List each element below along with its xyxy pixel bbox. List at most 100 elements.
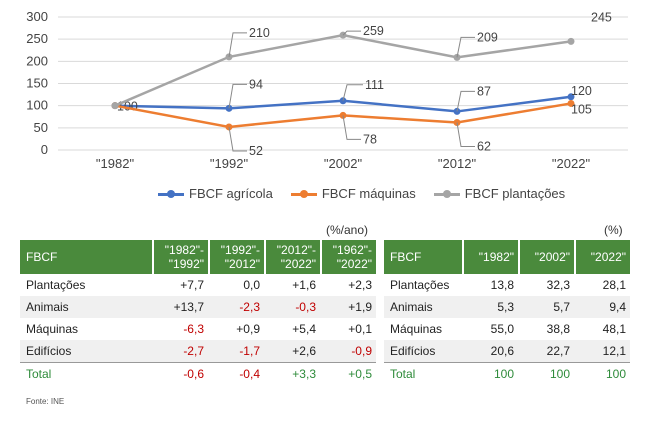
data-point [111,102,119,110]
legend-swatch-maquinas [290,189,317,199]
table-cell: 5,7 [518,296,574,318]
table-row: Animais 5,3 5,7 9,4 [384,296,630,318]
data-label: 120 [571,84,592,98]
table-header-row: FBCF "1982" "2002" "2022" [384,240,630,274]
table-cell: 32,3 [546,278,570,292]
table-cell: -0,6 [152,362,208,385]
label-connector [228,126,247,152]
table-cell: +2,3 [348,278,372,292]
data-label: 78 [363,132,377,146]
series-line [114,33,572,107]
table-cell: 100 [574,362,630,385]
row-label: Plantações [390,278,450,292]
growth-rate-table: FBCF "1982"- "1992" "1992"- "2012" "2012"- … [20,240,376,385]
line-chart: 0 50 100 150 200 250 300 "1982" "1992" "2002" "201… [26,9,628,171]
legend-label: FBCF máquinas [321,186,416,201]
table-cell: -2,3 [208,296,264,318]
data-label: 210 [249,26,270,40]
data-label: 209 [477,30,498,44]
table-row: Total 100 100 100 [384,362,630,385]
table-cell: -0,4 [208,362,264,385]
chart-legend: FBCF agrícola FBCF máquinas FBCF plantaç… [158,186,565,201]
label-connector [342,115,361,140]
table-row: Plantações +7,7 0,0 +1,6 +2,3 [20,274,376,296]
y-tick-label: 300 [26,9,48,24]
label-connector [228,32,247,57]
table-cell: 55,0 [490,322,514,336]
left-table-unit: (%/ano) [326,223,369,237]
y-tick-label: 50 [34,120,48,135]
share-table: FBCF "1982" "2002" "2022" Plantações 13,8 32,… [384,240,630,385]
label-connector [456,122,475,148]
legend-swatch-agricola [158,189,184,199]
table-cell: 12,1 [574,340,630,362]
x-tick-label: "2012" [438,156,477,171]
column-header-period: "2002" [518,240,574,274]
table-cell: +0,5 [320,362,376,385]
table-cell: 28,1 [602,278,626,292]
data-point [567,37,575,45]
data-label: 62 [477,140,491,154]
table-row: Máquinas 55,0 38,8 48,1 [384,318,630,340]
data-point [225,123,233,131]
x-tick-label: "2022" [552,156,591,171]
label-connector [456,36,475,58]
table-row: Edifícios -2,7 -1,7 +2,6 -0,9 [20,340,376,362]
legend-item-plantacoes: FBCF plantações [433,186,566,201]
table-row: Máquinas -6,3 +0,9 +5,4 +0,1 [20,318,376,340]
legend-item-maquinas: FBCF máquinas [290,186,416,201]
data-point [567,93,575,101]
table-cell: 48,1 [602,322,626,336]
y-tick-label: 200 [26,53,48,68]
row-label: Total [20,362,152,385]
table-cell: 100 [518,362,574,385]
column-header-period: "1962"- "2022" [320,240,376,274]
y-tick-label: 250 [26,31,48,46]
table-cell: 22,7 [518,340,574,362]
legend-swatch-plantacoes [433,189,460,199]
row-label: Edifícios [20,340,152,362]
table-cell: -2,7 [152,340,208,362]
table-cell: 0,0 [243,278,260,292]
data-label: 94 [249,77,263,91]
table-cell: 38,8 [546,322,570,336]
label-connector [228,83,247,109]
y-tick-label: 100 [26,98,48,113]
column-header-period: "1982"- "1992" [152,240,208,274]
table-cell: +2,6 [264,340,320,362]
legend-label: FBCF plantações [464,186,566,201]
data-label: 111 [365,78,384,92]
table-header-row: FBCF "1982"- "1992" "1992"- "2012" "2012"- … [20,240,376,274]
source-note: Fonte: INE [26,397,65,406]
table-cell: +0,1 [348,322,372,336]
table-cell: -0,3 [264,296,320,318]
table-cell: -6,3 [183,322,204,336]
row-label: Animais [20,296,152,318]
table-cell: +13,7 [152,296,208,318]
label-connector [456,90,475,112]
label-connector [342,30,361,36]
row-label: Plantações [26,278,86,292]
table-cell: 100 [462,362,518,385]
table-cell: +1,9 [320,296,376,318]
row-label: Máquinas [390,322,443,336]
data-point [567,99,575,107]
table-cell: +3,3 [264,362,320,385]
table-row: Edifícios 20,6 22,7 12,1 [384,340,630,362]
data-label: 245 [591,10,612,24]
data-label: 52 [249,144,263,158]
table-cell: 20,6 [462,340,518,362]
column-header-label: FBCF [384,240,462,274]
legend-item-agricola: FBCF agrícola [158,186,273,201]
right-table-unit: (%) [604,223,623,237]
data-label: 105 [571,102,592,116]
x-tick-label: "1982" [96,156,135,171]
table-cell: +1,6 [292,278,316,292]
data-label: 87 [477,84,491,98]
y-tick-label: 0 [41,142,48,157]
row-label: Edifícios [384,340,462,362]
row-label: Total [384,362,462,385]
label-connector [342,84,363,101]
column-header-label: FBCF [20,240,152,274]
table-cell: 13,8 [490,278,514,292]
